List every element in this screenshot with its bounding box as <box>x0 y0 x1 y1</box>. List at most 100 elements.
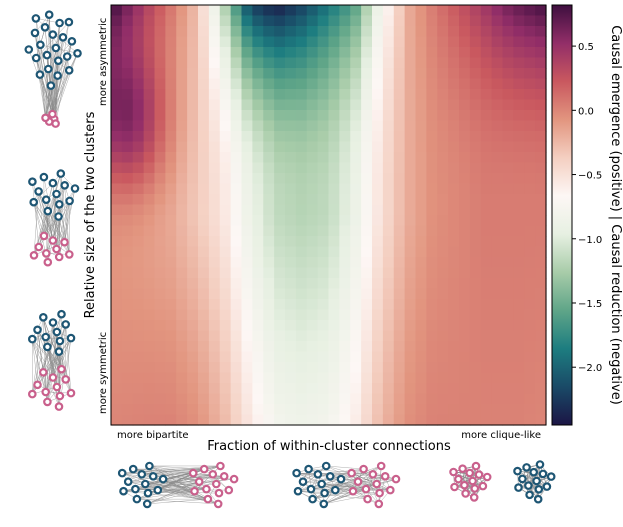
heatmap-cell <box>132 194 145 206</box>
heatmap-cell <box>285 183 297 195</box>
heatmap-cell <box>404 110 417 122</box>
heatmap-cell <box>176 362 188 374</box>
heatmap-cell <box>111 47 123 59</box>
heatmap-cell <box>328 288 340 300</box>
heatmap-cell <box>252 183 264 195</box>
heatmap-cell <box>382 47 395 59</box>
heatmap-cell <box>111 299 123 311</box>
heatmap-cell <box>535 120 547 132</box>
heatmap-cell <box>132 5 145 17</box>
heatmap-cell <box>143 414 156 426</box>
heatmap-cell <box>230 26 243 38</box>
heatmap-cell <box>524 68 536 80</box>
heatmap-cell <box>295 309 308 321</box>
heatmap-cell <box>393 372 406 384</box>
heatmap-cell <box>502 267 514 279</box>
heatmap-cell <box>263 89 275 101</box>
heatmap-cell <box>361 99 373 111</box>
heatmap-cell <box>426 309 438 321</box>
heatmap-cell <box>524 404 536 416</box>
heatmap-cell <box>274 404 286 416</box>
heatmap-cell <box>513 309 525 321</box>
network-node <box>194 477 204 487</box>
heatmap-cell <box>524 183 536 195</box>
heatmap-cell <box>274 204 286 216</box>
heatmap-cell <box>317 162 330 174</box>
heatmap-cell <box>285 141 297 153</box>
heatmap-cell <box>252 26 264 38</box>
heatmap-cell <box>350 330 362 342</box>
heatmap-cell <box>230 47 243 59</box>
heatmap-cell <box>143 78 156 90</box>
network-node <box>348 486 358 496</box>
heatmap-cell <box>524 288 536 300</box>
heatmap-cell <box>480 162 493 174</box>
heatmap-cell <box>285 404 297 416</box>
heatmap-cell <box>372 110 384 122</box>
network-node <box>43 206 53 216</box>
heatmap-cell <box>339 68 351 80</box>
heatmap-cell <box>176 278 188 290</box>
heatmap-cell <box>154 351 166 363</box>
heatmap-cell <box>306 236 319 248</box>
heatmap-cell <box>230 120 243 132</box>
heatmap-cell <box>361 330 373 342</box>
network-edge <box>43 173 62 236</box>
heatmap-cell <box>154 320 166 332</box>
heatmap-cell <box>372 246 384 258</box>
heatmap-cell <box>219 152 232 164</box>
heatmap-cell <box>361 393 373 405</box>
heatmap-cell <box>361 404 373 416</box>
heatmap-cell <box>154 26 166 38</box>
heatmap-cell <box>187 162 199 174</box>
heatmap-cell <box>469 278 482 290</box>
heatmap-cell <box>535 393 547 405</box>
heatmap-cell <box>274 57 286 69</box>
heatmap-cell <box>219 351 232 363</box>
heatmap-cell <box>480 225 493 237</box>
heatmap-cell <box>535 299 547 311</box>
heatmap-cell <box>404 320 417 332</box>
network-node <box>532 476 541 486</box>
heatmap-cell <box>176 162 188 174</box>
heatmap-cell <box>350 141 362 153</box>
heatmap-cell <box>111 288 123 300</box>
heatmap-cell <box>350 351 362 363</box>
heatmap-cell <box>339 309 351 321</box>
heatmap-cell <box>295 257 308 269</box>
network-node <box>535 460 545 469</box>
heatmap-cell <box>339 5 351 17</box>
heatmap-cell <box>219 404 232 416</box>
heatmap-cell <box>111 362 123 374</box>
heatmap-cell <box>241 414 253 426</box>
heatmap-cell <box>295 183 308 195</box>
heatmap-cell <box>459 141 471 153</box>
heatmap-cell <box>317 26 330 38</box>
network-node <box>460 480 469 490</box>
heatmap-cell <box>448 99 460 111</box>
heatmap-cell <box>306 288 319 300</box>
heatmap-cell <box>306 120 319 132</box>
network-node <box>55 18 64 28</box>
heatmap-cell <box>241 404 253 416</box>
heatmap-cell <box>426 15 438 27</box>
network-node <box>64 66 74 75</box>
heatmap-cell <box>448 36 460 48</box>
heatmap-cell <box>154 309 166 321</box>
heatmap-cell <box>143 299 156 311</box>
heatmap-cell <box>535 215 547 227</box>
network-node <box>212 479 221 489</box>
heatmap-cell <box>339 267 351 279</box>
colorbar-tick-label: 0.0 <box>578 106 594 117</box>
heatmap-cell <box>502 341 514 353</box>
heatmap-cell <box>480 215 493 227</box>
heatmap-cell <box>469 5 482 17</box>
heatmap-cell <box>361 299 373 311</box>
heatmap-cell <box>274 351 286 363</box>
heatmap-cell <box>382 351 395 363</box>
heatmap-cell <box>382 215 395 227</box>
heatmap-cell <box>132 225 145 237</box>
heatmap-cell <box>502 257 514 269</box>
heatmap-cell <box>372 383 384 395</box>
heatmap-cell <box>154 246 166 258</box>
